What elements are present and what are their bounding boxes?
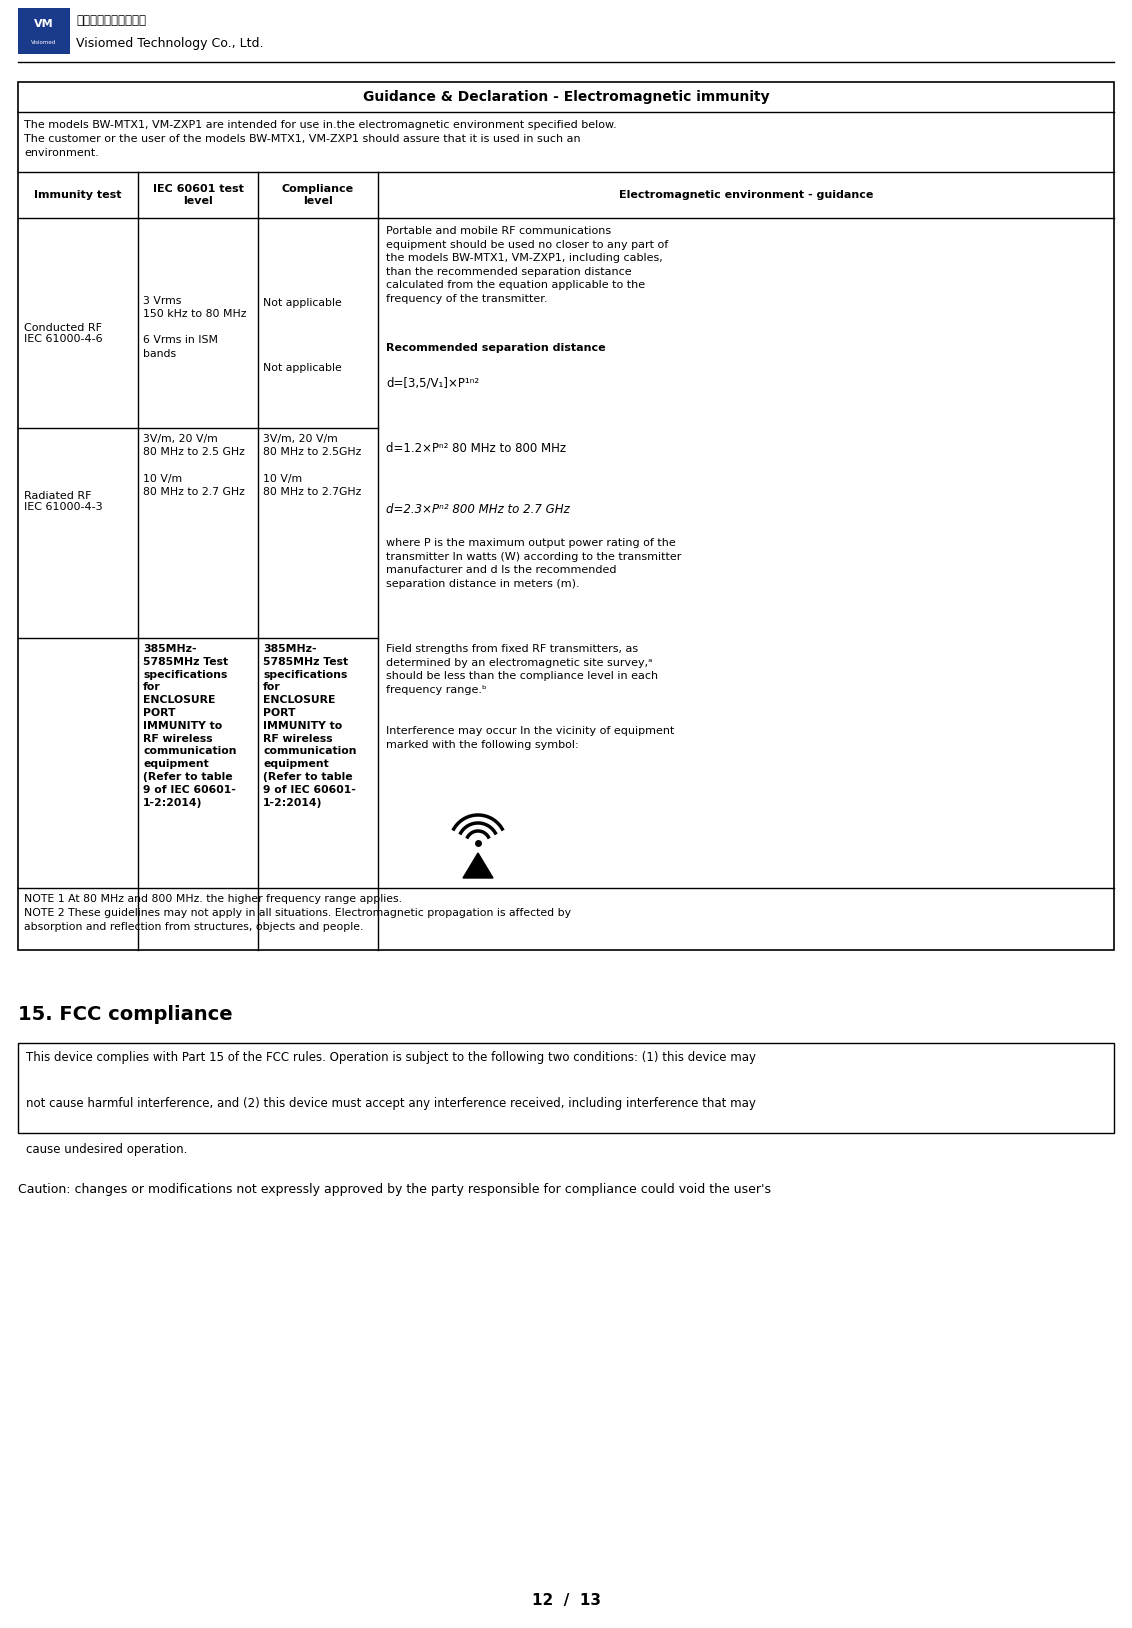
Text: 3 Vrms
150 kHz to 80 MHz

6 Vrms in ISM
bands: 3 Vrms 150 kHz to 80 MHz 6 Vrms in ISM b… bbox=[143, 296, 247, 358]
Text: Recommended separation distance: Recommended separation distance bbox=[386, 344, 606, 353]
Text: d=2.3×Pⁿ² 800 MHz to 2.7 GHz: d=2.3×Pⁿ² 800 MHz to 2.7 GHz bbox=[386, 503, 569, 516]
Text: 深圳理思科技有限公司: 深圳理思科技有限公司 bbox=[76, 13, 146, 26]
Text: Field strengths from fixed RF transmitters, as
determined by an electromagnetic : Field strengths from fixed RF transmitte… bbox=[386, 645, 658, 695]
Text: 15. FCC compliance: 15. FCC compliance bbox=[18, 1004, 232, 1024]
Bar bbox=[18, 81, 1114, 951]
Bar bbox=[18, 1044, 1114, 1133]
Text: Electromagnetic environment - guidance: Electromagnetic environment - guidance bbox=[619, 190, 873, 200]
Text: Immunity test: Immunity test bbox=[34, 190, 122, 200]
Text: 385MHz-
5785MHz Test
specifications
for
ENCLOSURE
PORT
IMMUNITY to
RF wireless
c: 385MHz- 5785MHz Test specifications for … bbox=[263, 645, 357, 807]
Text: 3V/m, 20 V/m
80 MHz to 2.5 GHz

10 V/m
80 MHz to 2.7 GHz: 3V/m, 20 V/m 80 MHz to 2.5 GHz 10 V/m 80… bbox=[143, 435, 245, 497]
Text: 3V/m, 20 V/m
80 MHz to 2.5GHz

10 V/m
80 MHz to 2.7GHz: 3V/m, 20 V/m 80 MHz to 2.5GHz 10 V/m 80 … bbox=[263, 435, 361, 497]
Text: 385MHz-
5785MHz Test
specifications
for
ENCLOSURE
PORT
IMMUNITY to
RF wireless
c: 385MHz- 5785MHz Test specifications for … bbox=[143, 645, 237, 807]
Text: 12  /  13: 12 / 13 bbox=[532, 1594, 600, 1608]
Bar bbox=[18, 8, 70, 54]
Text: Visiomed Technology Co., Ltd.: Visiomed Technology Co., Ltd. bbox=[76, 37, 264, 50]
Text: Caution: changes or modifications not expressly approved by the party responsibl: Caution: changes or modifications not ex… bbox=[18, 1184, 771, 1197]
Text: Guidance & Declaration - Electromagnetic immunity: Guidance & Declaration - Electromagnetic… bbox=[362, 90, 770, 104]
Text: Portable and mobile RF communications
equipment should be used no closer to any : Portable and mobile RF communications eq… bbox=[386, 226, 668, 304]
Text: Interference may occur In the vicinity of equipment
marked with the following sy: Interference may occur In the vicinity o… bbox=[386, 726, 675, 749]
Text: NOTE 1 At 80 MHz and 800 MHz. the higher frequency range applies.
NOTE 2 These g: NOTE 1 At 80 MHz and 800 MHz. the higher… bbox=[24, 894, 571, 931]
Text: d=[3,5/V₁]×P¹ⁿ²: d=[3,5/V₁]×P¹ⁿ² bbox=[386, 376, 479, 389]
Text: VM: VM bbox=[34, 20, 54, 29]
Text: IEC 60601 test
level: IEC 60601 test level bbox=[153, 184, 243, 205]
Text: Not applicable: Not applicable bbox=[263, 363, 342, 373]
Text: Radiated RF
IEC 61000-4-3: Radiated RF IEC 61000-4-3 bbox=[24, 490, 103, 513]
Text: Visiomed: Visiomed bbox=[32, 39, 57, 44]
Text: Conducted RF
IEC 61000-4-6: Conducted RF IEC 61000-4-6 bbox=[24, 322, 103, 344]
Text: Not applicable: Not applicable bbox=[263, 298, 342, 308]
Text: d=1.2×Pⁿ² 80 MHz to 800 MHz: d=1.2×Pⁿ² 80 MHz to 800 MHz bbox=[386, 441, 566, 454]
Polygon shape bbox=[463, 853, 494, 877]
Text: Compliance
level: Compliance level bbox=[282, 184, 354, 205]
Text: The models BW-MTX1, VM-ZXP1 are intended for use in.the electromagnetic environm: The models BW-MTX1, VM-ZXP1 are intended… bbox=[24, 120, 617, 158]
Text: where P is the maximum output power rating of the
transmitter In watts (W) accor: where P is the maximum output power rati… bbox=[386, 537, 681, 589]
Text: This device complies with Part 15 of the FCC rules. Operation is subject to the : This device complies with Part 15 of the… bbox=[26, 1052, 756, 1156]
